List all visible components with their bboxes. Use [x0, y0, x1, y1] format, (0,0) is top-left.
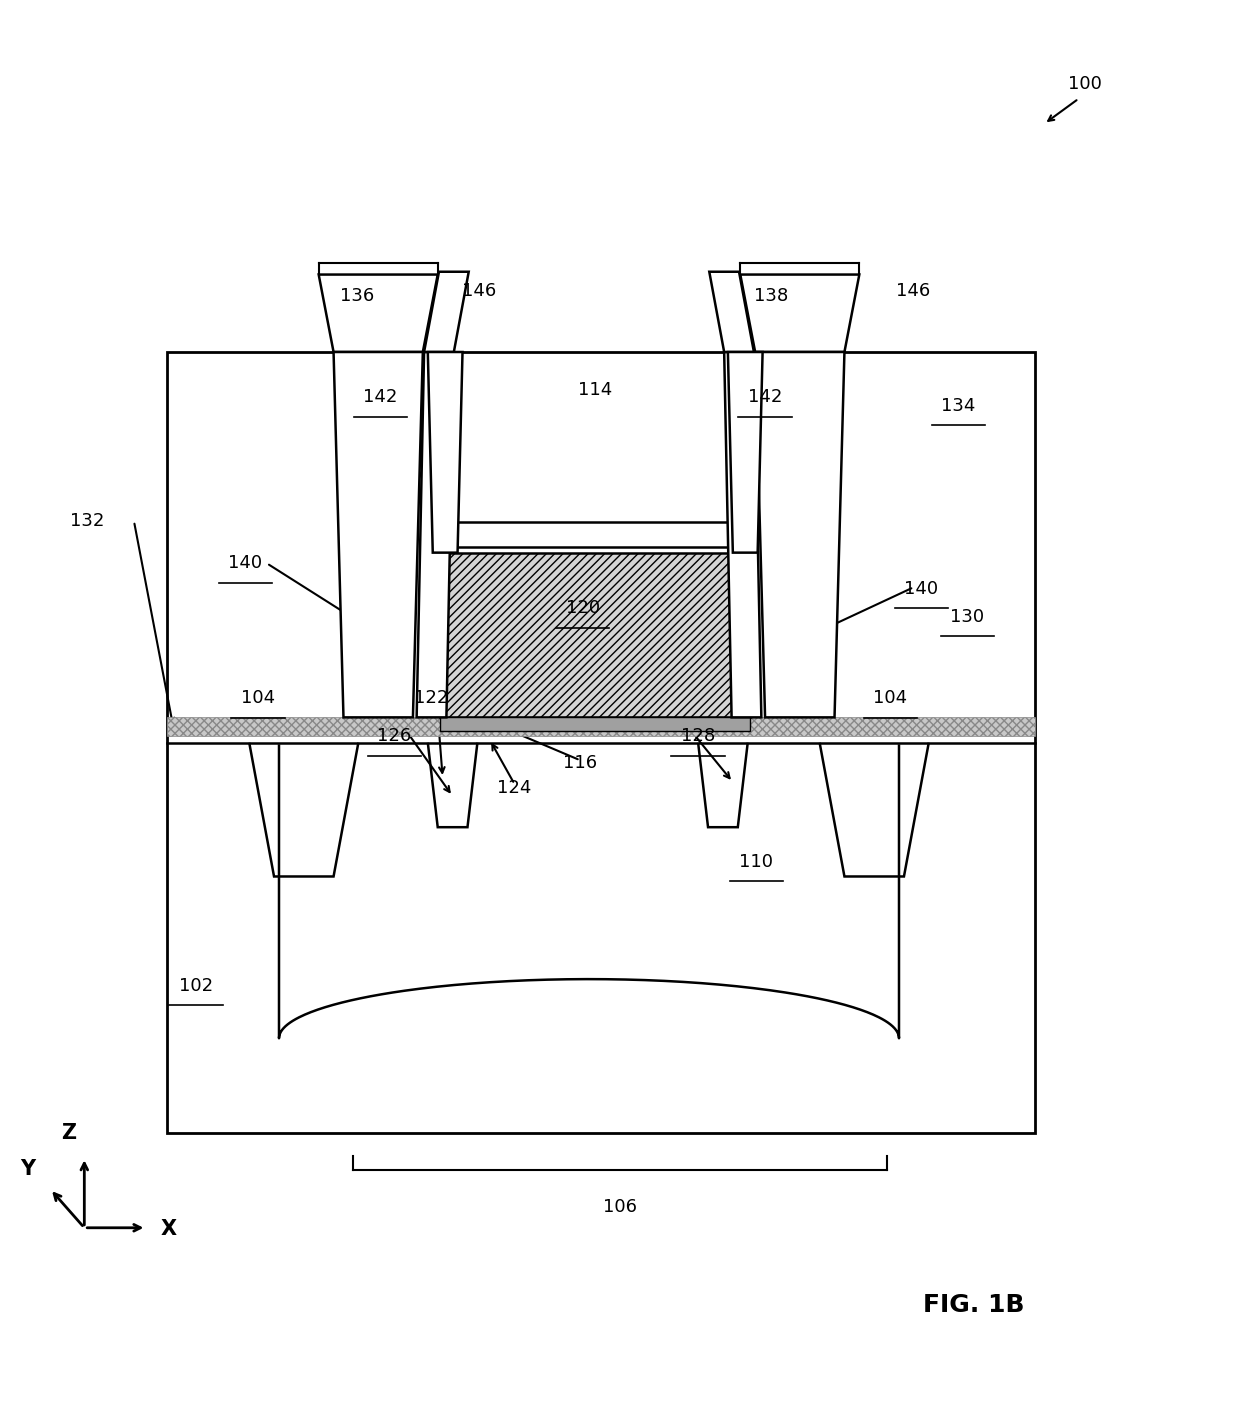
Polygon shape: [428, 352, 463, 552]
Text: 122: 122: [414, 690, 449, 707]
Text: 116: 116: [563, 755, 598, 772]
Text: FIG. 1B: FIG. 1B: [923, 1293, 1024, 1318]
Polygon shape: [740, 275, 859, 352]
Polygon shape: [724, 352, 761, 717]
Text: 130: 130: [950, 608, 985, 625]
Text: 142: 142: [363, 389, 398, 406]
Text: Z: Z: [61, 1124, 76, 1143]
Bar: [440, 552, 750, 717]
Text: 136: 136: [340, 287, 374, 304]
Text: 124: 124: [497, 780, 532, 797]
Polygon shape: [709, 272, 754, 352]
Text: 132: 132: [69, 513, 104, 529]
Bar: [440, 717, 750, 731]
Text: 140: 140: [904, 580, 939, 597]
Text: 128: 128: [681, 728, 715, 745]
Text: 138: 138: [754, 287, 789, 304]
Text: 104: 104: [241, 690, 275, 707]
Bar: [167, 352, 1035, 1133]
Text: 142: 142: [748, 389, 782, 406]
Polygon shape: [334, 352, 423, 717]
Text: X: X: [160, 1219, 177, 1239]
Text: 146: 146: [461, 283, 496, 300]
Text: 120: 120: [565, 600, 600, 617]
Text: 100: 100: [1068, 75, 1102, 93]
Text: Y: Y: [20, 1159, 36, 1178]
Text: 146: 146: [895, 283, 930, 300]
Polygon shape: [755, 352, 844, 717]
Text: 106: 106: [603, 1198, 637, 1215]
Polygon shape: [417, 352, 454, 717]
Text: 104: 104: [873, 690, 908, 707]
Bar: [167, 717, 1035, 735]
Text: 134: 134: [941, 397, 976, 414]
Polygon shape: [728, 352, 763, 552]
Text: 140: 140: [228, 555, 263, 572]
Text: 114: 114: [578, 382, 613, 398]
Polygon shape: [424, 272, 469, 352]
Text: 126: 126: [377, 728, 412, 745]
Text: 102: 102: [179, 977, 213, 994]
Bar: [453, 521, 738, 546]
Text: 110: 110: [739, 853, 774, 870]
Polygon shape: [319, 275, 438, 352]
